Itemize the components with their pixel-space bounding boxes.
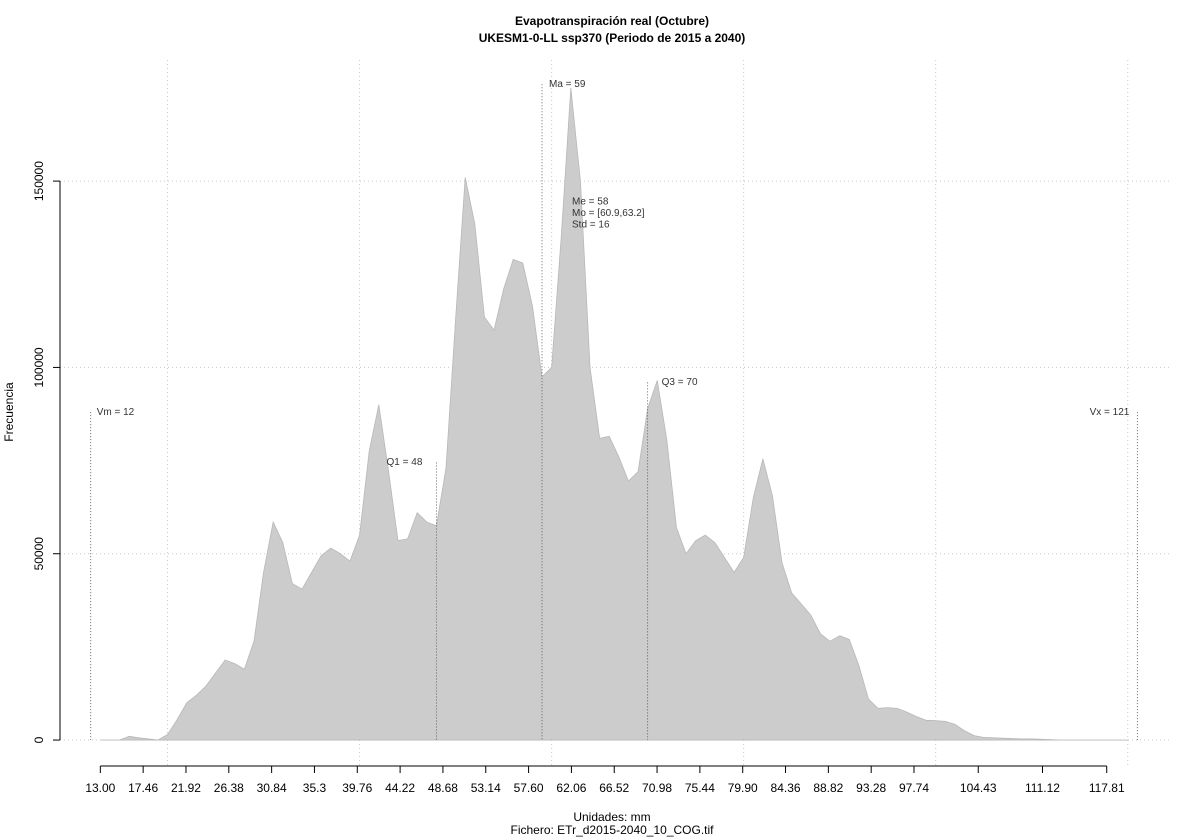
x-tick-label: 88.82	[813, 781, 843, 795]
x-tick-label: 44.22	[385, 781, 415, 795]
x-tick-label: 30.84	[257, 781, 287, 795]
x-tick-label: 117.81	[1089, 781, 1125, 795]
x-tick-label: 79.90	[728, 781, 758, 795]
x-tick-label: 21.92	[171, 781, 201, 795]
x-tick-label: 26.38	[214, 781, 244, 795]
x-tick-label: 75.44	[685, 781, 715, 795]
x-tick-label: 35.3	[303, 781, 327, 795]
x-tick-label: 17.46	[128, 781, 158, 795]
footer: Fichero: ETr_d2015-2040_10_COG.tif	[511, 823, 715, 837]
stat-label: Mo = [60.9,63.2]	[572, 208, 645, 219]
x-tick-label: 97.74	[899, 781, 929, 795]
y-tick-label: 100000	[32, 347, 46, 387]
reference-label: Vx = 121	[1090, 407, 1130, 418]
x-tick-label: 13.00	[85, 781, 115, 795]
x-tick-label: 104.43	[960, 781, 997, 795]
reference-label: Vm = 12	[97, 407, 135, 418]
x-tick-label: 62.06	[556, 781, 586, 795]
stat-label: Me = 58	[572, 197, 609, 208]
x-tick-label: 57.60	[514, 781, 544, 795]
y-axis-label: Frecuencia	[2, 382, 16, 442]
x-tick-label: 66.52	[599, 781, 629, 795]
chart-subtitle: UKESM1-0-LL ssp370 (Periodo de 2015 a 20…	[479, 31, 746, 45]
x-tick-label: 84.36	[771, 781, 801, 795]
reference-label: Ma = 59	[549, 79, 586, 90]
x-tick-label: 53.14	[471, 781, 501, 795]
y-tick-label: 50000	[32, 537, 46, 571]
x-axis-label: Unidades: mm	[573, 810, 650, 824]
reference-label: Q3 = 70	[662, 377, 698, 388]
stat-label: Std = 16	[572, 220, 610, 231]
y-tick-label: 0	[32, 736, 46, 743]
x-tick-label: 48.68	[428, 781, 458, 795]
reference-label: Q1 = 48	[387, 457, 423, 468]
x-tick-label: 39.76	[342, 781, 372, 795]
x-tick-label: 93.28	[856, 781, 886, 795]
y-tick-label: 150000	[32, 161, 46, 201]
x-tick-label: 111.12	[1025, 781, 1060, 795]
area	[100, 87, 1128, 741]
chart-title: Evapotranspiración real (Octubre)	[515, 14, 709, 28]
x-tick-label: 70.98	[642, 781, 672, 795]
